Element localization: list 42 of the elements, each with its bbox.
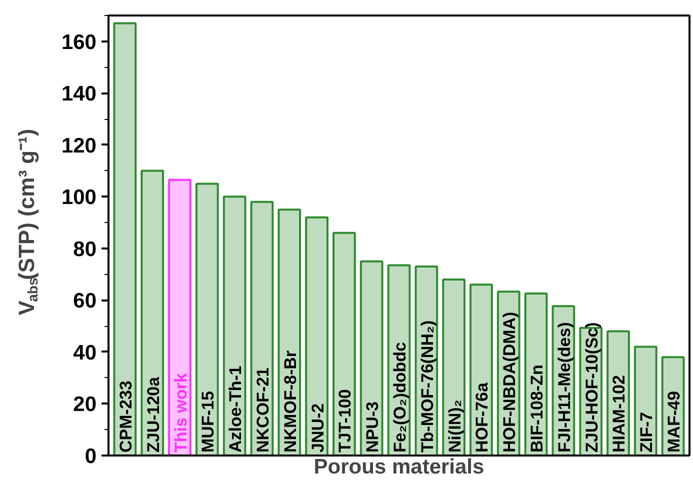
bar bbox=[332, 232, 356, 456]
y-tick-label: 20 bbox=[73, 393, 96, 416]
bar bbox=[222, 196, 246, 456]
x-tick-label: NKMOF-8-Br bbox=[280, 350, 300, 452]
x-tick-label: HIAM-102 bbox=[610, 375, 629, 452]
x-tick-label: TJT-100 bbox=[336, 389, 355, 452]
x-tick-label: ZJU-HOF-10(Sc) bbox=[582, 322, 602, 452]
x-tick-label: NPU-3 bbox=[363, 401, 382, 452]
x-tick-label: MAF-49 bbox=[664, 391, 684, 452]
bar bbox=[634, 346, 658, 456]
x-tick-label: NKCOF-21 bbox=[253, 367, 272, 452]
x-tick-label: HOF-76a bbox=[472, 382, 492, 452]
y-tick-label: 60 bbox=[73, 290, 96, 313]
y-tick-label: 40 bbox=[73, 341, 96, 364]
x-axis-title: Porous materials bbox=[314, 456, 484, 478]
x-tick-label: Azloe-Th-1 bbox=[226, 366, 246, 452]
bar bbox=[442, 278, 466, 456]
y-axis-title: Vabs(STP) (cm³ g⁻¹) bbox=[14, 128, 40, 316]
x-tick-label: BIF-108-Zn bbox=[528, 364, 547, 452]
x-tick-label: CPM-233 bbox=[116, 380, 136, 452]
x-tick-label: Fe₂(O₂)dobdc bbox=[390, 342, 410, 452]
y-tick-label: 0 bbox=[84, 445, 97, 468]
bar bbox=[168, 178, 192, 456]
bar bbox=[195, 182, 219, 456]
bar bbox=[360, 260, 384, 456]
bar bbox=[113, 22, 137, 456]
y-tick-label: 120 bbox=[61, 134, 97, 158]
x-tick-label: Tb-MOF-76(NH₂) bbox=[418, 320, 437, 452]
x-tick-label: Ni(IN)₂ bbox=[445, 400, 464, 452]
x-tick-label: This work bbox=[171, 372, 190, 452]
x-tick-label: MUF-15 bbox=[198, 391, 218, 452]
y-tick-label: 140 bbox=[61, 82, 97, 106]
x-tick-label: ZJU-120a bbox=[144, 376, 163, 452]
y-tick-label: 80 bbox=[73, 238, 96, 261]
x-tick-label: ZIF-7 bbox=[637, 412, 656, 452]
x-tick-label: FJI-H11-Me(des) bbox=[554, 322, 574, 452]
x-tick-label: JNU-2 bbox=[308, 403, 328, 452]
x-tick-label: HOF-NBDA(DMA) bbox=[500, 312, 520, 452]
bar bbox=[305, 216, 328, 456]
bar bbox=[140, 170, 164, 456]
y-tick-label: 100 bbox=[61, 186, 97, 210]
y-tick-label: 160 bbox=[61, 30, 97, 54]
